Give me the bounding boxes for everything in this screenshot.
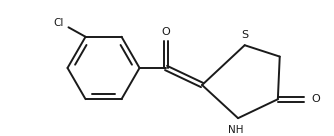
Text: O: O [162,27,170,37]
Text: O: O [311,94,320,104]
Text: S: S [241,30,248,40]
Text: NH: NH [228,126,244,135]
Text: Cl: Cl [54,18,64,28]
